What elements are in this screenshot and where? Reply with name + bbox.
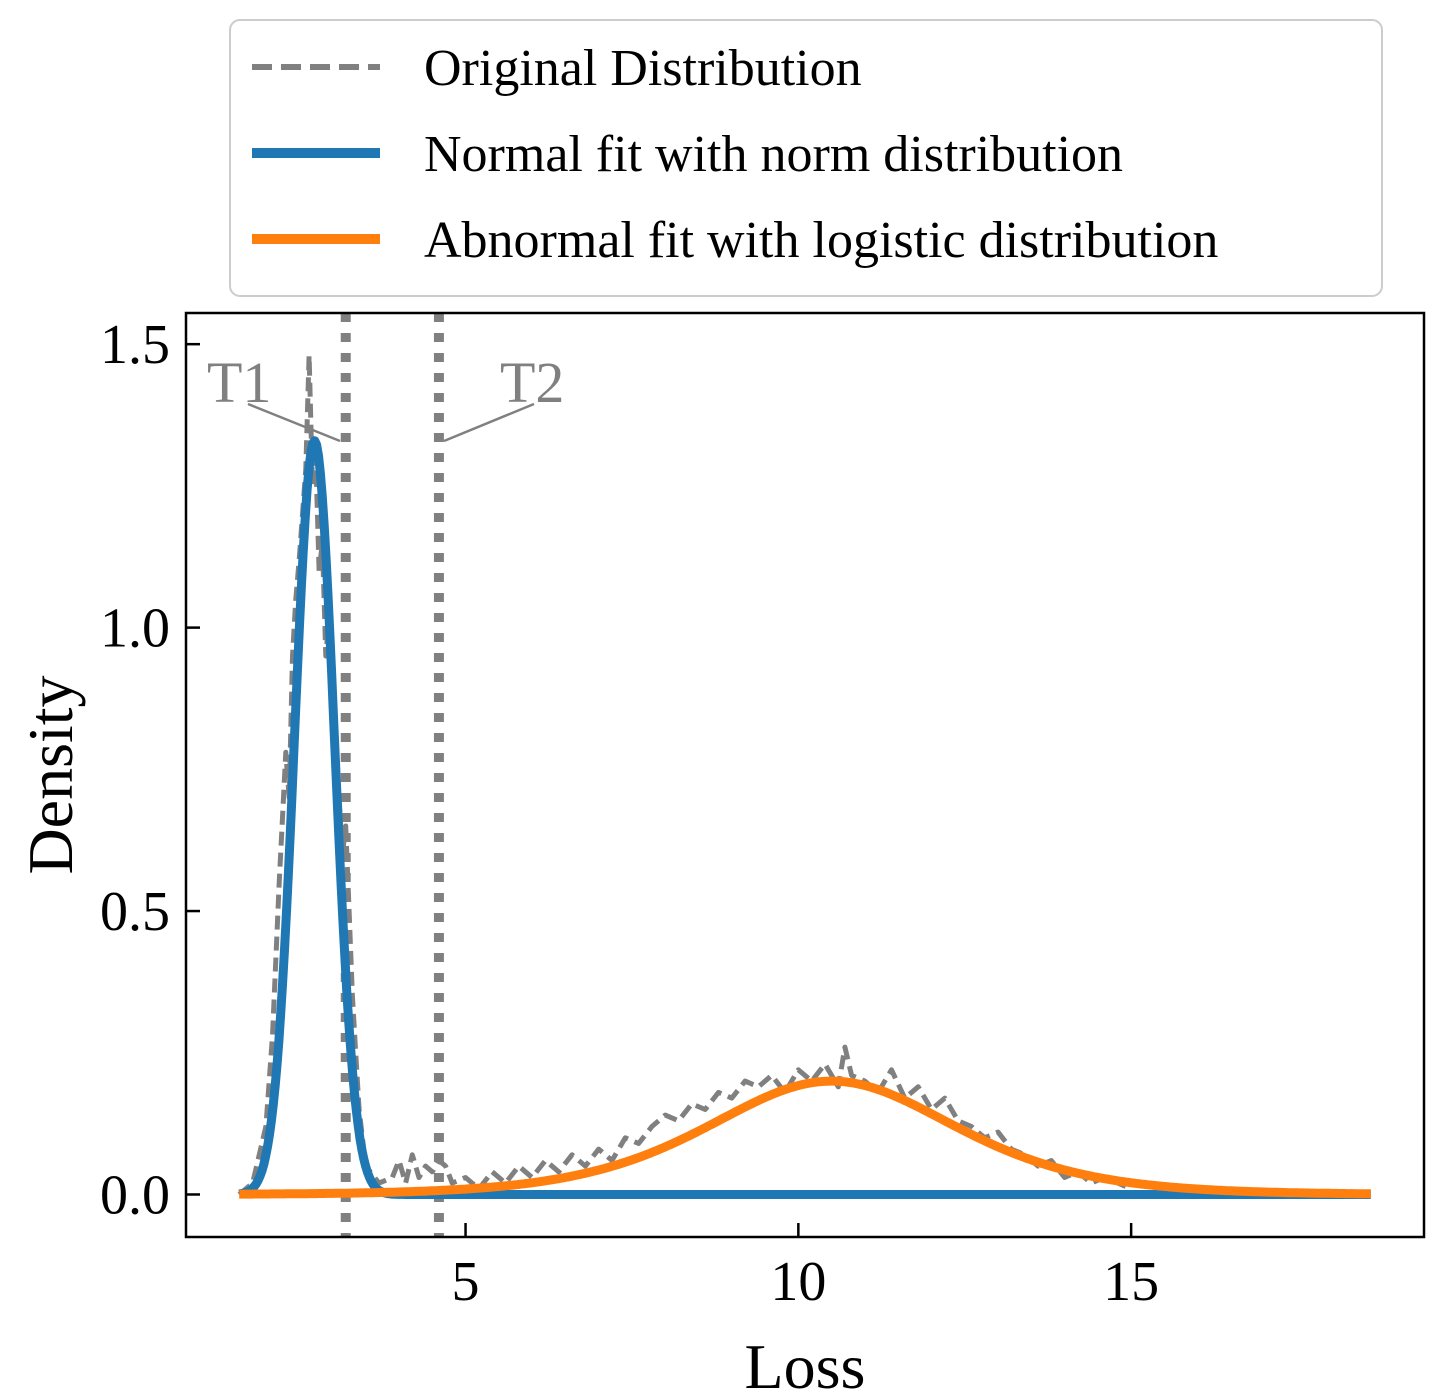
legend-frame (229, 19, 1383, 297)
legend-label-abnormal: Abnormal fit with logistic distribution (424, 212, 1218, 269)
legend-label-original: Original Distribution (424, 40, 862, 97)
y-tick-label-1.0: 1.0 (100, 598, 170, 660)
x-tick-label-15: 15 (1103, 1251, 1159, 1313)
y-tick-label-1.5: 1.5 (100, 314, 170, 376)
annotation-t2: T2 (500, 350, 564, 415)
y-axis: 0.0 0.5 1.0 1.5 Density (15, 314, 200, 1226)
legend-label-normal: Normal fit with norm distribution (424, 126, 1123, 183)
legend: Original Distribution Normal fit with no… (229, 19, 1383, 297)
y-tick-label-0.5: 0.5 (100, 881, 170, 943)
axes-frame (184, 311, 1426, 1239)
x-tick-label-10: 10 (770, 1251, 826, 1313)
x-axis: 5 10 15 Loss (452, 1223, 1159, 1400)
plot-area: T1 T2 (207, 313, 1374, 1237)
x-axis-title: Loss (745, 1331, 866, 1400)
annotation-arrow-t2 (443, 402, 535, 443)
y-axis-title: Density (15, 675, 86, 874)
annotation-t1: T1 (207, 350, 271, 415)
x-tick-label-5: 5 (452, 1251, 480, 1313)
annotation-arrow-t1 (247, 402, 341, 443)
y-tick-label-0: 0.0 (100, 1164, 170, 1226)
series-logistic-fit (236, 1076, 1374, 1199)
series-original-distribution (237, 353, 1133, 1197)
